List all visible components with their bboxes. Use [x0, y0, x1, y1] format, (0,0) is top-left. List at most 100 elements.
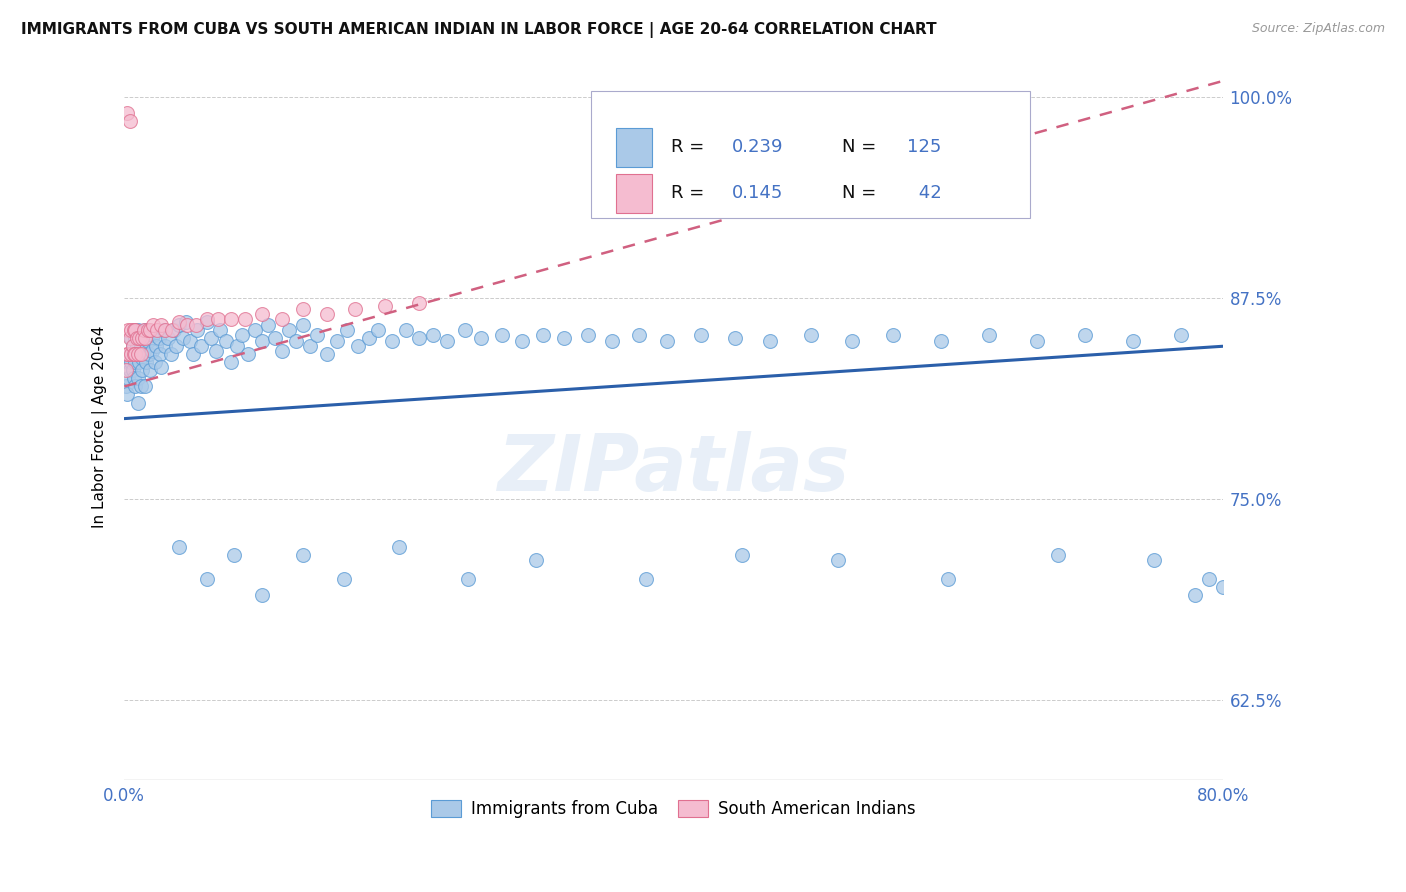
- Point: [121, 339, 143, 353]
- Point: [176, 318, 198, 333]
- Point: [127, 371, 149, 385]
- Point: [1212, 581, 1234, 595]
- Point: [326, 334, 349, 349]
- Point: [491, 328, 513, 343]
- Y-axis label: In Labor Force | Age 20-64: In Labor Force | Age 20-64: [93, 326, 108, 528]
- Point: [117, 355, 139, 369]
- Point: [122, 371, 145, 385]
- Point: [142, 318, 165, 333]
- Point: [457, 573, 479, 587]
- Point: [576, 328, 599, 343]
- Point: [298, 339, 321, 353]
- Point: [408, 331, 430, 345]
- Point: [160, 347, 183, 361]
- Point: [250, 589, 273, 603]
- Point: [436, 334, 458, 349]
- Point: [395, 323, 418, 337]
- Point: [408, 296, 430, 310]
- Point: [143, 355, 166, 369]
- Point: [153, 323, 176, 337]
- Point: [148, 331, 170, 345]
- Point: [157, 331, 180, 345]
- Point: [305, 328, 328, 343]
- Point: [122, 323, 145, 337]
- Point: [1198, 573, 1220, 587]
- Point: [512, 334, 534, 349]
- Point: [200, 331, 222, 345]
- Point: [233, 312, 256, 326]
- Point: [655, 334, 678, 349]
- Point: [231, 328, 253, 343]
- Point: [250, 334, 273, 349]
- Point: [136, 323, 159, 337]
- Point: [524, 553, 547, 567]
- Point: [207, 312, 229, 326]
- Point: [124, 347, 146, 361]
- Point: [724, 331, 747, 345]
- Point: [138, 347, 160, 361]
- Point: [236, 347, 259, 361]
- Point: [129, 379, 152, 393]
- Point: [139, 323, 162, 337]
- Point: [132, 344, 155, 359]
- Point: [162, 323, 184, 337]
- Point: [264, 331, 287, 345]
- Point: [284, 334, 307, 349]
- Point: [841, 334, 863, 349]
- Point: [139, 363, 162, 377]
- FancyBboxPatch shape: [591, 91, 1031, 218]
- Point: [172, 331, 194, 345]
- Point: [136, 334, 159, 349]
- Point: [127, 395, 149, 409]
- Point: [184, 318, 207, 333]
- Point: [936, 573, 959, 587]
- Point: [118, 363, 141, 377]
- Point: [135, 355, 157, 369]
- Point: [128, 355, 150, 369]
- Point: [120, 355, 142, 369]
- Point: [150, 318, 173, 333]
- Point: [124, 355, 146, 369]
- Point: [118, 347, 141, 361]
- Point: [174, 315, 197, 329]
- Point: [163, 323, 186, 337]
- Point: [115, 106, 138, 120]
- Point: [250, 307, 273, 321]
- Point: [628, 328, 651, 343]
- Point: [124, 331, 146, 345]
- Point: [333, 573, 356, 587]
- Point: [271, 312, 294, 326]
- Text: 42: 42: [912, 185, 942, 202]
- Point: [118, 331, 141, 345]
- Point: [374, 299, 396, 313]
- Point: [122, 347, 145, 361]
- Text: 125: 125: [907, 138, 942, 156]
- Point: [141, 344, 163, 359]
- Point: [115, 347, 138, 361]
- Point: [1143, 553, 1166, 567]
- Point: [634, 573, 657, 587]
- Point: [1122, 334, 1144, 349]
- Point: [209, 323, 232, 337]
- Point: [291, 302, 314, 317]
- Text: N =: N =: [842, 185, 876, 202]
- Point: [531, 328, 554, 343]
- Point: [121, 363, 143, 377]
- Point: [316, 347, 339, 361]
- Point: [146, 323, 169, 337]
- Point: [125, 339, 148, 353]
- Point: [271, 344, 294, 359]
- Text: ZIPatlas: ZIPatlas: [498, 431, 849, 507]
- Point: [225, 339, 247, 353]
- Point: [195, 315, 218, 329]
- Point: [381, 334, 404, 349]
- Point: [454, 323, 477, 337]
- Point: [758, 334, 780, 349]
- Point: [149, 347, 172, 361]
- Point: [388, 540, 411, 554]
- Point: [121, 339, 143, 353]
- Text: N =: N =: [842, 138, 876, 156]
- Point: [118, 114, 141, 128]
- Point: [125, 347, 148, 361]
- Point: [120, 331, 142, 345]
